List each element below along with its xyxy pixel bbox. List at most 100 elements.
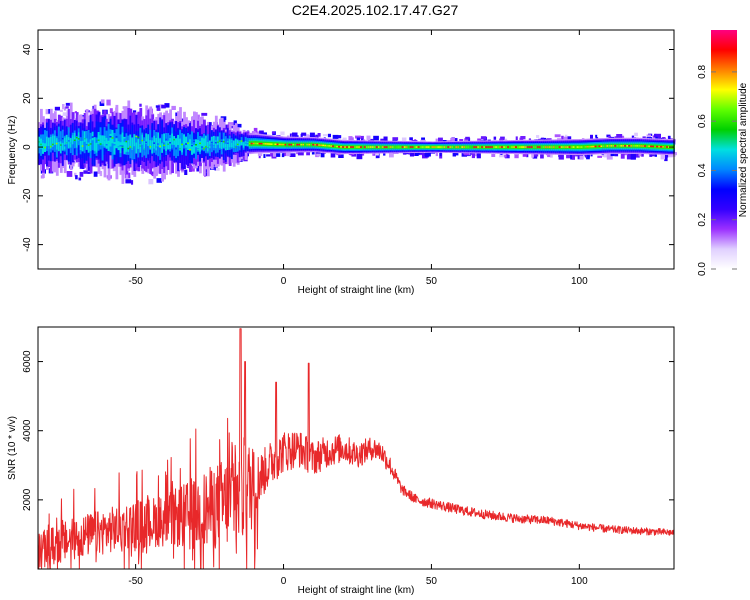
- spectrogram-y-tick-label: 20: [22, 92, 33, 104]
- spectrogram-cell: [238, 140, 242, 143]
- spectrogram-cell: [253, 127, 258, 133]
- spectrogram-cell: [564, 134, 568, 139]
- colorbar: 0.0 0.2 0.4 0.6 0.8 Normalized spectral ampl…: [697, 30, 749, 276]
- spectrogram-cell: [322, 134, 328, 137]
- spectrogram-cell: [530, 146, 534, 148]
- spectrogram-cell: [153, 135, 157, 149]
- spectrogram-cell: [78, 177, 82, 181]
- spectrogram-cell: [268, 143, 272, 145]
- spectrogram-cell: [95, 143, 99, 153]
- spectrogram-cell: [266, 154, 272, 157]
- spectrogram-cell: [222, 138, 226, 148]
- spectrogram-cell: [354, 146, 357, 148]
- spectrogram-cell: [216, 141, 220, 143]
- spectrogram-cell: [215, 167, 220, 171]
- spectrogram-cell: [57, 142, 61, 152]
- spectrogram-cell: [409, 137, 413, 141]
- spectrogram-cell: [206, 141, 210, 152]
- spectrogram-cell: [187, 142, 190, 150]
- spectrogram-cell: [74, 172, 77, 177]
- spectrogram-cell: [606, 134, 611, 138]
- spectrogram-cell: [513, 146, 516, 148]
- spectrogram-cell: [75, 136, 79, 139]
- spectrogram-cell: [499, 153, 505, 158]
- spectrogram-cell: [92, 105, 95, 111]
- spectrogram-cell: [183, 134, 186, 145]
- spectrogram-cell: [129, 146, 133, 148]
- colorbar-tick-label: 0.2: [697, 212, 708, 226]
- spectrogram-cell: [634, 145, 638, 147]
- spectrogram-cell: [399, 146, 403, 148]
- spectrogram-cell: [479, 146, 482, 148]
- spectrogram-cell: [93, 171, 98, 177]
- spectrogram-cell: [216, 137, 220, 153]
- spectrogram-cell: [205, 145, 208, 148]
- spectrogram-cell: [475, 146, 479, 148]
- spectrogram-cell: [306, 151, 310, 156]
- spectrogram-cell: [111, 137, 115, 139]
- spectrogram-cell: [424, 153, 428, 157]
- spectrogram-cell: [638, 153, 642, 157]
- spectrogram-cell: [344, 146, 347, 148]
- spectrogram-cell: [435, 146, 439, 148]
- spectrogram-cell: [199, 142, 202, 145]
- spectrogram-cell: [318, 144, 321, 146]
- spectrogram-cell: [139, 103, 142, 107]
- spectrogram-cell: [367, 146, 371, 148]
- spectrogram-cell: [477, 138, 482, 141]
- spectrogram-cell: [244, 142, 248, 144]
- spectrogram-cell: [173, 137, 176, 156]
- spectrogram-cell: [590, 134, 593, 141]
- spectrogram-cell: [161, 148, 164, 150]
- spectrogram-cell: [532, 153, 539, 157]
- spectrogram-cell: [193, 140, 196, 143]
- spectrogram-cell: [274, 153, 281, 157]
- spectrogram-cell: [63, 144, 67, 147]
- spectrogram-cell: [450, 137, 455, 143]
- spectrogram-cell: [520, 136, 526, 140]
- spectrogram-cell: [224, 136, 228, 149]
- spectrogram-cell: [121, 146, 125, 148]
- spectrogram-cell: [157, 145, 161, 147]
- spectrogram-cell: [667, 154, 673, 158]
- spectrogram-cell: [263, 154, 266, 158]
- spectrogram-cell: [252, 142, 256, 145]
- spectrogram-cell: [77, 138, 81, 140]
- spectrogram-cell: [203, 147, 206, 150]
- spectrogram-cell: [588, 146, 592, 148]
- spectrogram-cell: [480, 136, 486, 140]
- spectrogram-cell: [113, 142, 117, 155]
- spectrogram-cell: [517, 146, 520, 148]
- spectrogram-cell: [326, 145, 329, 147]
- spectrogram-cell: [89, 139, 93, 152]
- spectrogram-cell: [127, 147, 131, 150]
- spectrogram-cell: [254, 142, 258, 145]
- spectrogram-cell: [664, 156, 668, 162]
- spectrogram-cell: [177, 137, 180, 157]
- spectrogram-x-axis-title: Height of straight line (km): [298, 285, 415, 296]
- spectrogram-cell: [429, 146, 433, 148]
- colorbar-tick-label: 0.8: [697, 64, 708, 78]
- spectrogram-cell: [546, 146, 550, 148]
- spectrogram-cell: [476, 152, 481, 159]
- spectrogram-cell: [260, 142, 264, 145]
- spectrogram-cell: [125, 179, 132, 184]
- spectrogram-cell: [371, 146, 375, 148]
- spectrogram-cell: [330, 145, 333, 147]
- spectrogram-cell: [287, 151, 291, 157]
- spectrogram-y-tick-label: 40: [22, 44, 33, 56]
- snr-x-tick-label: 100: [571, 576, 588, 587]
- spectrogram-cell: [105, 137, 109, 149]
- spectrogram-cell: [604, 145, 608, 147]
- spectrogram-cell: [477, 146, 480, 148]
- spectrogram-cell: [208, 140, 212, 156]
- spectrogram-cell: [481, 146, 484, 148]
- spectrogram-cell: [572, 146, 576, 148]
- spectrogram-cell: [411, 150, 418, 156]
- colorbar-tick-label: 0.6: [697, 114, 708, 128]
- spectrogram-cell: [532, 146, 536, 148]
- spectrogram-cell: [145, 133, 149, 144]
- spectrogram-cell: [497, 146, 500, 148]
- spectrogram-cell: [289, 153, 296, 157]
- spectrogram-cell: [403, 146, 407, 148]
